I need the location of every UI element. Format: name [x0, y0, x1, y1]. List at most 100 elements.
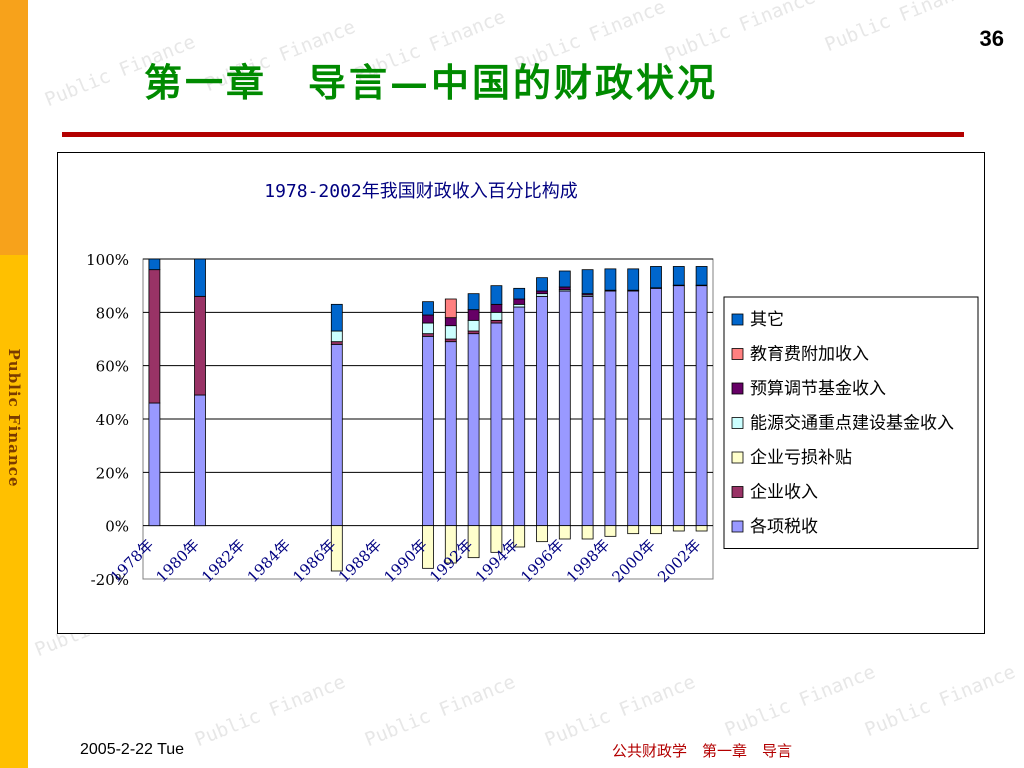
slide-number: 36: [979, 26, 1004, 51]
bar-segment: [490, 322, 503, 527]
bar-segment: [650, 266, 662, 289]
watermark-text: Public Finance: [361, 670, 519, 752]
legend-label: 预算调节基金收入: [750, 379, 886, 399]
bar-segment: [490, 311, 503, 321]
bar-segment: [558, 525, 571, 540]
bar-segment: [513, 298, 526, 305]
bar-segment: [444, 341, 457, 527]
bar-segment: [422, 322, 434, 335]
bar-segment: [695, 525, 708, 532]
watermark-text: Public Finance: [191, 670, 349, 752]
bar-segment: [490, 303, 503, 313]
bar-segment: [513, 525, 526, 548]
y-tick-label: 20%: [96, 464, 129, 482]
bar-segment: [422, 333, 434, 337]
legend-swatch: [731, 417, 744, 429]
y-tick-label: -20%: [91, 571, 129, 589]
bar-segment: [604, 290, 617, 527]
bar-segment: [330, 525, 343, 572]
bar-segment: [444, 525, 457, 564]
bar-segment: [536, 525, 548, 543]
bar-segment: [558, 290, 571, 527]
bar-segment: [194, 295, 206, 396]
bar-segment: [513, 306, 526, 527]
y-tick-label: 100%: [86, 251, 129, 269]
bar-segment: [558, 270, 571, 288]
bar-segment: [672, 525, 685, 532]
bar-segment: [330, 303, 343, 332]
bar-segment: [467, 333, 480, 527]
bar-segment: [513, 287, 526, 300]
stacked-bar-chart: 1978-2002年我国财政收入百分比构成 -20% 0% 20% 40% 60% 80% 1…: [86, 181, 979, 589]
chart-frame: 1978-2002年我国财政收入百分比构成 -20% 0% 20% 40% 60% 80% 1…: [57, 152, 985, 634]
chart-title: 1978-2002年我国财政收入百分比构成: [264, 181, 578, 202]
bar-segment: [148, 269, 161, 404]
y-tick-label: 0%: [105, 518, 129, 536]
bar-segment: [422, 314, 434, 324]
bar-segment: [581, 295, 594, 527]
legend-label: 各项税收: [750, 517, 818, 537]
bar-segment: [536, 277, 548, 292]
bar-segment: [672, 285, 685, 527]
bar-segment: [467, 309, 480, 321]
sidebar-label: Public Finance: [5, 348, 23, 488]
bar-segment: [672, 266, 685, 286]
bar-segment: [650, 525, 662, 535]
sidebar-accent-top: [0, 0, 28, 255]
bar-segment: [330, 341, 343, 345]
legend-label: 企业亏损补贴: [750, 448, 852, 468]
legend-label: 企业收入: [750, 483, 818, 503]
legend-swatch: [731, 313, 744, 326]
bar-segment: [604, 268, 617, 291]
bar-segment: [695, 266, 708, 286]
bar-segment: [194, 258, 206, 297]
bar-segment: [148, 402, 161, 527]
footer-course-title: 公共财政学 第一章 导言: [612, 742, 793, 760]
legend-swatch: [731, 382, 744, 395]
y-tick-label: 40%: [96, 411, 129, 429]
watermark-text: Public Finance: [721, 660, 879, 742]
bar-segment: [467, 330, 480, 335]
sidebar-accent-bottom: [0, 255, 28, 768]
watermark-text: Public Finance: [861, 660, 1019, 742]
bar-segment: [330, 330, 343, 343]
y-tick-label: 80%: [96, 304, 129, 322]
bar-segment: [467, 293, 480, 311]
bar-segment: [422, 525, 434, 569]
bar-segment: [467, 319, 480, 332]
bar-segment: [194, 394, 206, 527]
bar-segment: [444, 298, 457, 319]
bar-segment: [422, 301, 434, 316]
bar-segment: [490, 285, 503, 305]
bar-segment: [490, 525, 503, 553]
bar-segment: [444, 325, 457, 340]
watermark-text: Public Finance: [821, 0, 979, 57]
legend-swatch: [731, 451, 744, 464]
bar-segment: [627, 525, 640, 535]
bar-segment: [695, 285, 708, 527]
bar-segment: [330, 343, 343, 527]
legend-swatch: [731, 486, 744, 498]
bar-segment: [148, 258, 161, 271]
legend-swatch: [731, 348, 744, 360]
legend-label: 能源交通重点建设基金收入: [750, 414, 954, 434]
legend-label: 其它: [750, 310, 784, 330]
bar-segment: [536, 293, 548, 297]
bar-segment: [422, 335, 434, 527]
footer-date: 2005-2-22 Tue: [80, 741, 185, 758]
bar-segment: [604, 525, 617, 537]
bar-segment: [650, 287, 662, 527]
bar-segment: [536, 295, 548, 527]
bar-segment: [444, 317, 457, 327]
legend-box: [723, 296, 979, 549]
title-underline: [62, 132, 964, 137]
bar-segment: [627, 268, 640, 291]
legend-label: 教育费附加收入: [750, 345, 869, 365]
bar-segment: [467, 525, 480, 559]
y-tick-label: 60%: [96, 358, 129, 376]
bar-segment: [581, 269, 594, 295]
bar-segment: [627, 290, 640, 527]
slide-title: 第一章 导言—中国的财政状况: [144, 60, 719, 105]
legend-swatch: [731, 520, 744, 533]
bar-segment: [581, 525, 594, 540]
